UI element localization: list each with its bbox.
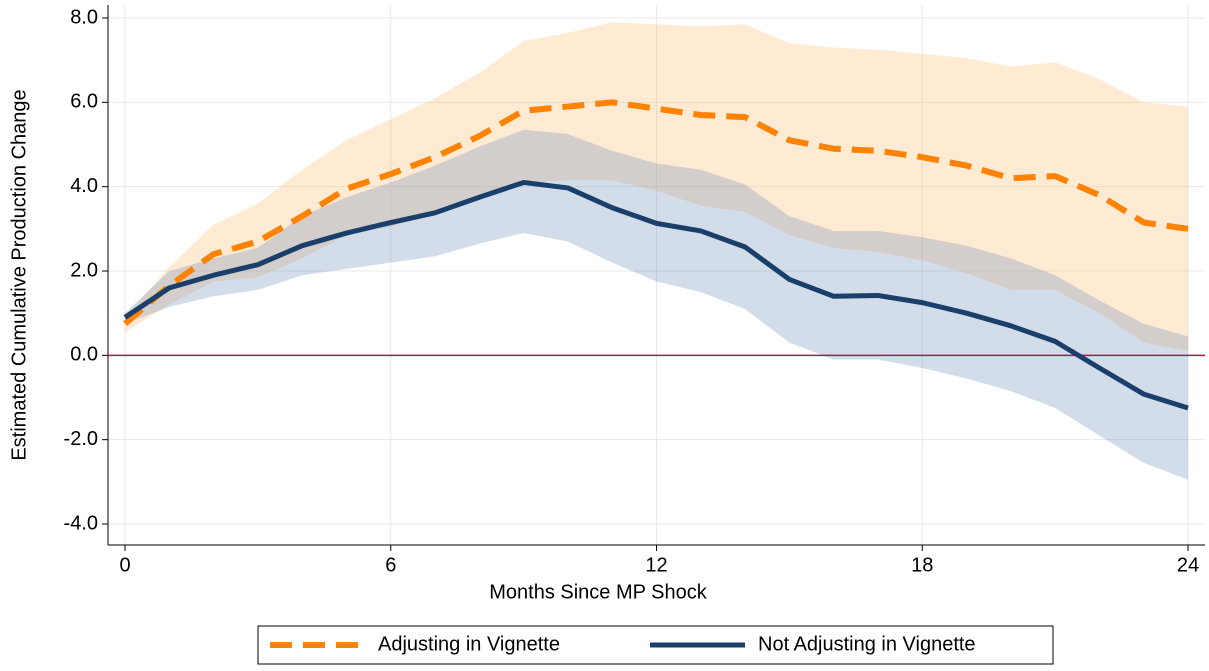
x-tick-label: 0 bbox=[119, 554, 130, 576]
x-tick-label: 24 bbox=[1177, 554, 1199, 576]
confidence-band bbox=[125, 129, 1188, 480]
x-tick-label: 12 bbox=[645, 554, 667, 576]
y-tick-label: 2.0 bbox=[70, 259, 98, 281]
legend-box bbox=[257, 625, 1054, 665]
legend-label: Not Adjusting in Vignette bbox=[758, 633, 976, 655]
y-tick-label: 0.0 bbox=[70, 344, 98, 366]
y-tick-label: -2.0 bbox=[64, 428, 98, 450]
y-tick-label: 4.0 bbox=[70, 175, 98, 197]
x-axis-label: Months Since MP Shock bbox=[489, 581, 708, 603]
series-line bbox=[123, 179, 1189, 411]
y-tick-label: 8.0 bbox=[70, 6, 98, 28]
series-line bbox=[123, 99, 1189, 326]
x-tick-label: 6 bbox=[385, 554, 396, 576]
confidence-band bbox=[125, 22, 1188, 352]
x-tick-label: 18 bbox=[911, 554, 933, 576]
y-axis-label: Estimated Cumulative Production Change bbox=[8, 89, 30, 460]
legend-label: Adjusting in Vignette bbox=[378, 633, 560, 655]
y-tick-label: 6.0 bbox=[70, 91, 98, 113]
y-tick-label: -4.0 bbox=[64, 512, 98, 534]
